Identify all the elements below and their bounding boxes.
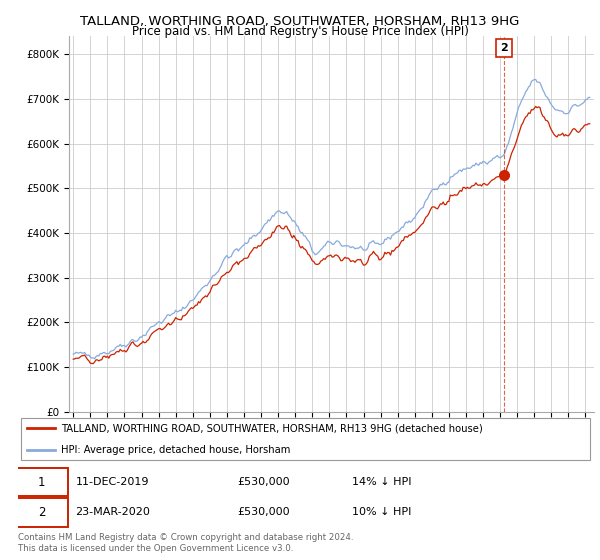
Text: 1: 1 xyxy=(38,475,46,489)
Text: £530,000: £530,000 xyxy=(237,477,290,487)
Text: Contains HM Land Registry data © Crown copyright and database right 2024.
This d: Contains HM Land Registry data © Crown c… xyxy=(18,533,353,553)
Text: 14% ↓ HPI: 14% ↓ HPI xyxy=(352,477,412,487)
Text: 11-DEC-2019: 11-DEC-2019 xyxy=(76,477,149,487)
Text: 2: 2 xyxy=(500,43,508,53)
Text: TALLAND, WORTHING ROAD, SOUTHWATER, HORSHAM, RH13 9HG (detached house): TALLAND, WORTHING ROAD, SOUTHWATER, HORS… xyxy=(61,423,483,433)
Text: Price paid vs. HM Land Registry's House Price Index (HPI): Price paid vs. HM Land Registry's House … xyxy=(131,25,469,38)
Text: 23-MAR-2020: 23-MAR-2020 xyxy=(76,507,151,517)
Text: 2: 2 xyxy=(38,506,46,519)
Text: TALLAND, WORTHING ROAD, SOUTHWATER, HORSHAM, RH13 9HG: TALLAND, WORTHING ROAD, SOUTHWATER, HORS… xyxy=(80,15,520,27)
FancyBboxPatch shape xyxy=(15,498,68,526)
Text: 10% ↓ HPI: 10% ↓ HPI xyxy=(352,507,412,517)
FancyBboxPatch shape xyxy=(21,418,590,460)
Text: £530,000: £530,000 xyxy=(237,507,290,517)
Text: HPI: Average price, detached house, Horsham: HPI: Average price, detached house, Hors… xyxy=(61,445,290,455)
FancyBboxPatch shape xyxy=(15,468,68,496)
